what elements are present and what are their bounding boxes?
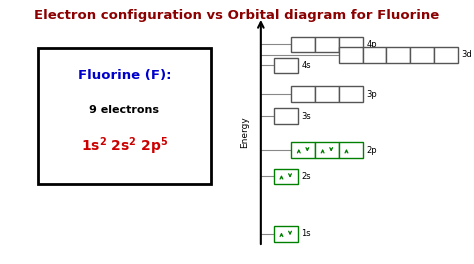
Text: Energy: Energy [240, 116, 249, 148]
Text: 4s: 4s [301, 61, 311, 70]
Text: 3p: 3p [366, 89, 377, 99]
Bar [274, 226, 298, 242]
Bar [274, 169, 298, 184]
Text: 3s: 3s [301, 112, 311, 121]
Bar [274, 109, 298, 124]
Bar [339, 143, 363, 158]
Bar [291, 37, 315, 52]
Text: $\mathbf{1s^2\ 2s^2\ 2p^5}$: $\mathbf{1s^2\ 2s^2\ 2p^5}$ [81, 135, 168, 157]
Bar [386, 47, 410, 63]
Bar [339, 37, 363, 52]
Text: 3d: 3d [462, 50, 472, 59]
Bar [339, 47, 363, 63]
Bar [410, 47, 434, 63]
Bar [363, 47, 386, 63]
Bar [291, 143, 315, 158]
Bar [37, 48, 211, 184]
Text: 2p: 2p [366, 146, 377, 155]
Bar [434, 47, 458, 63]
Bar [315, 37, 339, 52]
Text: 1s: 1s [301, 229, 311, 238]
Bar [315, 143, 339, 158]
Bar [315, 86, 339, 102]
Text: 4p: 4p [366, 40, 377, 49]
Text: Fluorine (F):: Fluorine (F): [78, 69, 171, 82]
Text: 2s: 2s [301, 172, 311, 181]
Text: 9 electrons: 9 electrons [89, 105, 159, 115]
Text: Electron configuration vs Orbital diagram for Fluorine: Electron configuration vs Orbital diagra… [35, 9, 439, 22]
Bar [339, 86, 363, 102]
Bar [291, 86, 315, 102]
Bar [274, 58, 298, 73]
